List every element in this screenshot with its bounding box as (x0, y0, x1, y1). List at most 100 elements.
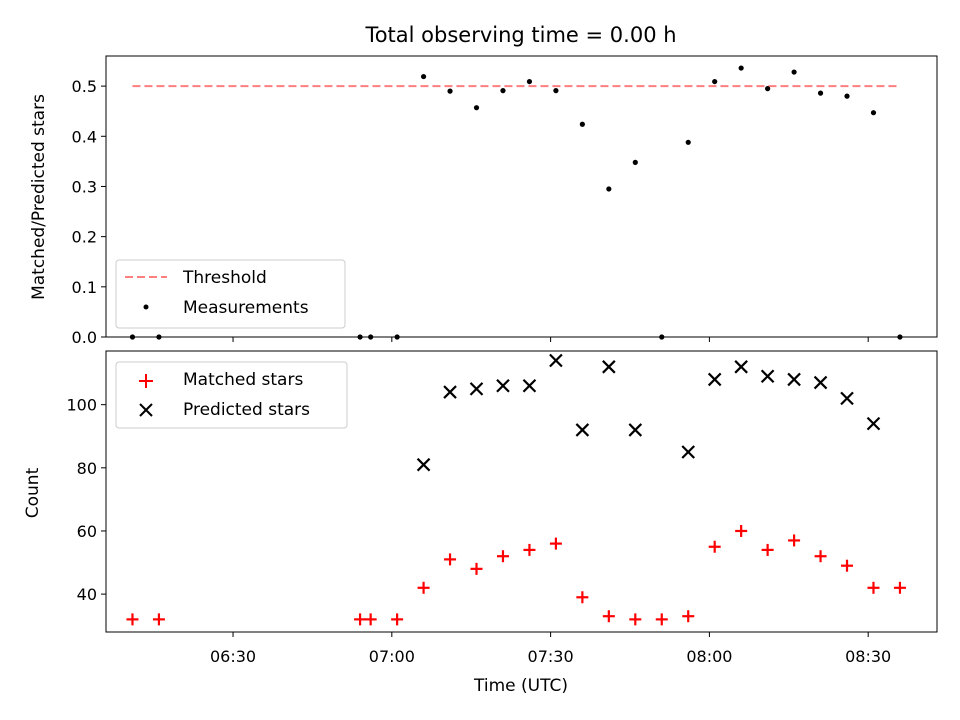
bottom-y-ticks: 40 60 80 100 (66, 396, 106, 604)
predicted-point-b (707, 372, 722, 387)
matched-point (470, 562, 483, 575)
top-marks (129, 65, 903, 340)
predicted-point (760, 369, 775, 384)
x-tick-label: 08:30 (845, 647, 891, 666)
bottom-legend: Matched stars Predicted stars (115, 361, 348, 429)
x-tick-label: 06:30 (210, 647, 256, 666)
predicted-point (443, 385, 457, 399)
measurement-point (526, 78, 533, 85)
measurement-point (447, 88, 453, 94)
measurement-point (712, 78, 718, 85)
bottom-axes-frame (105, 350, 938, 633)
predicted-point-b (787, 372, 801, 387)
x-tick-label: 08:00 (686, 647, 732, 666)
x-tick-label: 07:00 (369, 647, 415, 666)
predicted-point (681, 445, 696, 459)
predicted-point-b (760, 369, 775, 384)
predicted-point (416, 457, 431, 472)
top-axes-frame (105, 55, 938, 338)
predicted-point-b (734, 360, 748, 374)
legend-threshold-label: Threshold (182, 268, 267, 288)
y-tick-label: 0.0 (72, 328, 97, 347)
predicted-point (707, 372, 722, 387)
predicted-point (575, 423, 590, 437)
matched-point (417, 581, 430, 594)
matched-point (682, 610, 695, 623)
measurement-point (844, 93, 850, 99)
matched-point (708, 540, 721, 553)
matched-point (841, 559, 854, 572)
y-tick-label: 100 (66, 396, 97, 415)
predicted-point-b (866, 416, 881, 431)
top-legend: Threshold Measurements (115, 259, 346, 329)
legend-predicted-swatch (139, 403, 153, 417)
top-x-ticks (232, 337, 869, 342)
predicted-point-b (496, 378, 510, 393)
predicted-point-b (681, 445, 696, 459)
predicted-point (602, 360, 616, 374)
y-tick-label: 0.5 (72, 77, 97, 96)
matched-point (364, 613, 377, 626)
matched-point (867, 581, 880, 594)
predicted-point (628, 423, 643, 437)
measurement-point (473, 105, 480, 111)
measurement-point (765, 86, 771, 92)
matched-point (629, 613, 642, 626)
predicted-point (787, 372, 801, 387)
measurement-point (870, 110, 877, 116)
bottom-panel: 40 60 80 100 06:30 07:00 07:30 08:00 08:30 Coun… (23, 350, 938, 696)
matched-point (126, 613, 139, 626)
measurement-point (632, 159, 638, 165)
legend-predicted-label: Predicted stars (183, 400, 310, 420)
matched-point (523, 543, 536, 556)
matched-point (761, 543, 774, 556)
matched-point (549, 537, 562, 550)
predicted-point-b (813, 375, 828, 390)
predicted-point-b (469, 382, 484, 396)
matched-point (814, 550, 827, 563)
matched-point (576, 591, 589, 604)
top-y-axis-label: Matched/Predicted stars (29, 94, 49, 300)
predicted-point (549, 353, 563, 368)
predicted-point-b (602, 360, 616, 374)
predicted-point (840, 391, 854, 406)
matched-point (354, 613, 367, 626)
measurement-point (606, 186, 612, 192)
measurement-point (420, 73, 427, 80)
predicted-point-b (549, 353, 563, 368)
measurement-point (685, 139, 691, 145)
measurement-point (817, 90, 824, 96)
bottom-marks (126, 353, 906, 626)
bottom-y-axis-label: Count (23, 467, 43, 518)
legend-measurements-swatch (143, 304, 149, 310)
y-tick-label: 0.3 (72, 177, 97, 196)
y-tick-label: 60 (77, 522, 97, 541)
matched-point (152, 613, 165, 626)
bottom-legend-box (115, 361, 348, 429)
predicted-point (866, 416, 881, 431)
top-legend-box (115, 259, 346, 329)
legend-matched-swatch (139, 374, 153, 388)
measurement-point (553, 88, 559, 94)
predicted-point-b (628, 423, 643, 437)
legend-matched-label: Matched stars (183, 370, 303, 390)
measurement-point (791, 69, 797, 75)
measurement-point (579, 121, 585, 127)
measurement-point (500, 88, 506, 94)
predicted-point-b (443, 385, 457, 399)
y-tick-label: 80 (77, 459, 97, 478)
top-panel: Total observing time = 0.00 h 0.00.10.20… (29, 23, 938, 347)
matched-point (788, 534, 801, 547)
matched-point (655, 613, 668, 626)
y-tick-label: 40 (77, 585, 97, 604)
bottom-x-axis-label: Time (UTC) (473, 676, 568, 696)
matched-point (496, 550, 509, 563)
predicted-point (813, 375, 828, 390)
predicted-point-b (416, 457, 431, 472)
predicted-point-b (522, 378, 537, 393)
predicted-point (496, 378, 510, 393)
legend-measurements-label: Measurements (183, 298, 309, 318)
matched-point (893, 581, 906, 594)
measurement-point (738, 65, 744, 71)
predicted-point-b (575, 423, 590, 437)
